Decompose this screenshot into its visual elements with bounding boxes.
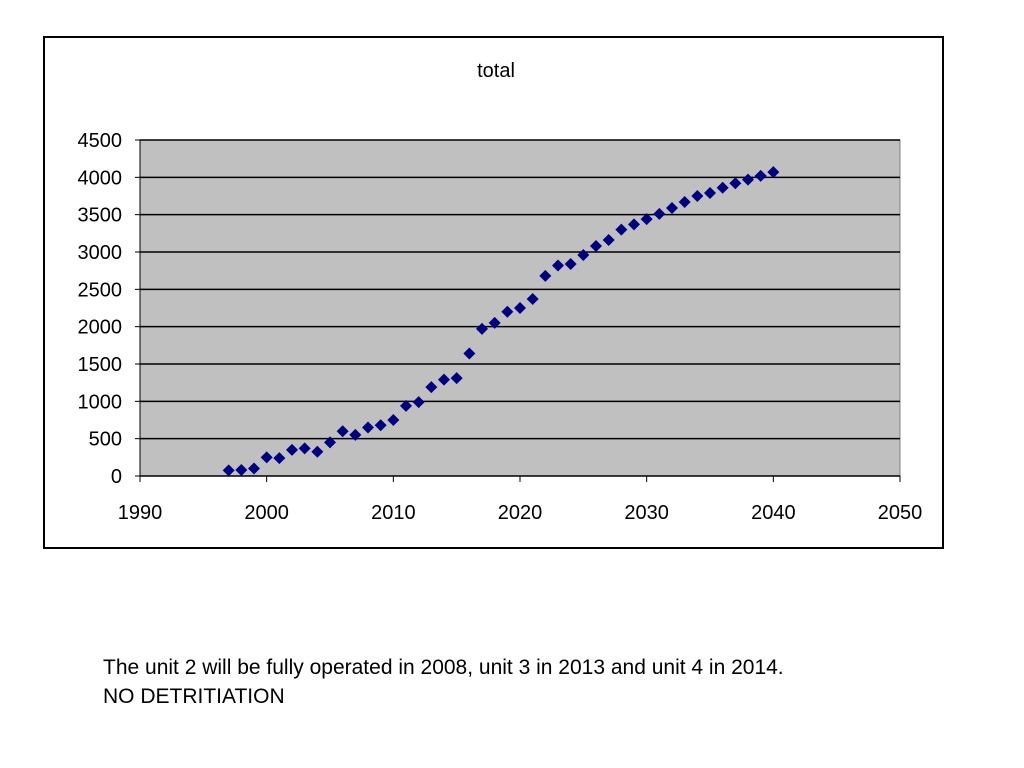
data-point — [387, 414, 400, 426]
x-tick-label: 2000 — [244, 502, 289, 524]
data-points — [222, 166, 780, 477]
data-point — [260, 451, 273, 464]
data-point — [615, 223, 628, 236]
data-point — [539, 269, 552, 282]
data-point — [311, 445, 324, 458]
axes — [135, 139, 901, 482]
data-point — [742, 173, 754, 186]
x-tick-label: 2030 — [624, 502, 669, 524]
data-point — [526, 293, 539, 306]
x-tick-label: 2040 — [751, 502, 796, 524]
x-tick-label: 2050 — [878, 502, 923, 524]
y-tick-label: 1500 — [78, 354, 123, 376]
x-tick-label: 2010 — [371, 502, 416, 524]
data-point — [590, 240, 602, 253]
data-point — [450, 372, 463, 385]
data-point — [412, 396, 425, 409]
data-point — [602, 234, 615, 247]
data-point — [754, 169, 767, 182]
data-point — [324, 436, 336, 449]
y-tick-label: 1000 — [78, 391, 123, 413]
data-point — [564, 257, 577, 270]
y-tick-label: 4000 — [78, 167, 123, 189]
data-point — [273, 452, 286, 465]
y-tick-label: 500 — [89, 429, 122, 451]
data-point — [425, 381, 438, 394]
y-tick-label: 3000 — [78, 242, 123, 264]
y-tick-label: 4500 — [78, 130, 123, 152]
data-point — [400, 399, 412, 412]
data-point — [767, 166, 780, 179]
y-tick-label: 0 — [111, 466, 122, 488]
y-tick-label: 2000 — [78, 317, 123, 339]
data-point — [678, 195, 691, 208]
data-point — [298, 442, 311, 455]
caption-line-1: The unit 2 will be fully operated in 200… — [103, 656, 784, 679]
data-point — [349, 428, 362, 441]
data-point — [362, 421, 374, 434]
caption: The unit 2 will be fully operated in 200… — [103, 653, 784, 711]
x-tick-label: 2020 — [498, 502, 543, 524]
data-point — [336, 425, 349, 438]
y-tick-label: 3500 — [78, 205, 123, 227]
gridlines — [140, 139, 900, 440]
data-point — [438, 373, 450, 386]
data-point — [552, 259, 564, 272]
data-point — [704, 187, 716, 200]
data-point — [514, 302, 526, 314]
data-point — [501, 305, 514, 318]
data-point — [222, 464, 235, 477]
y-tick-label: 2500 — [78, 279, 123, 301]
chart-frame: total 0 500 1000 1500 2000 2500 3000 3500 4000 45… — [43, 36, 944, 549]
data-point — [476, 322, 488, 335]
scatter-chart: total 0 500 1000 1500 2000 2500 3000 3500 4000 45… — [78, 60, 923, 524]
data-point — [666, 201, 678, 214]
data-point — [577, 248, 590, 261]
x-tick-label: 1990 — [118, 502, 163, 524]
data-point — [374, 419, 387, 432]
data-point — [235, 464, 248, 477]
caption-line-2: NO DETRITIATION — [103, 685, 285, 708]
data-point — [628, 218, 640, 231]
chart-title: total — [477, 60, 515, 82]
data-point — [729, 177, 742, 190]
data-point — [488, 316, 501, 329]
data-point — [691, 190, 704, 202]
data-point — [716, 181, 729, 194]
data-point — [640, 213, 653, 226]
data-point — [286, 443, 298, 456]
data-point — [463, 347, 476, 360]
data-point — [653, 207, 666, 220]
tick-labels: 0 500 1000 1500 2000 2500 3000 3500 4000 4500 1990… — [78, 130, 923, 524]
data-point — [248, 462, 260, 475]
